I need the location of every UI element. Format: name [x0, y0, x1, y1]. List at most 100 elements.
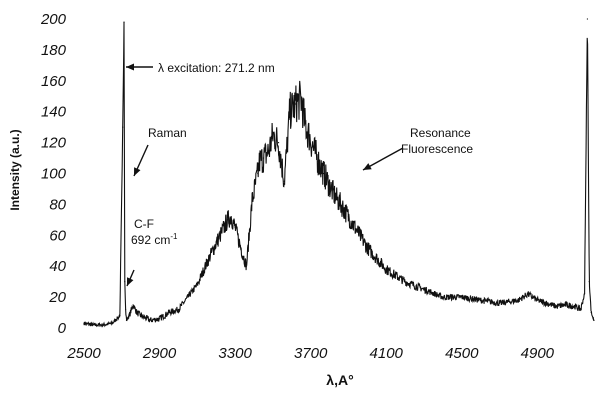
data-point [480, 299, 482, 301]
data-point [122, 126, 124, 128]
data-point [251, 200, 253, 202]
data-point [283, 180, 285, 182]
data-point [268, 149, 270, 151]
arrow-fluorescence [362, 147, 404, 171]
data-point [111, 322, 113, 324]
data-point [119, 315, 121, 317]
y-tick-label: 100 [41, 166, 67, 183]
data-point [124, 281, 126, 283]
data-point [221, 231, 223, 233]
annotation-resonance: Resonance [410, 126, 471, 140]
data-point [234, 226, 236, 229]
data-point [83, 322, 85, 324]
y-tick-label: 40 [49, 258, 66, 275]
trace-layer [83, 18, 595, 328]
y-tick-label: 180 [41, 42, 67, 59]
data-point [277, 142, 280, 144]
annotation-cf-wavenumber-sup: -1 [170, 232, 178, 241]
y-tick-label: 160 [41, 73, 67, 90]
data-point [177, 308, 180, 311]
data-point [347, 216, 350, 218]
data-point [555, 305, 557, 307]
data-point [517, 299, 520, 301]
x-tick-label: 4100 [370, 345, 404, 362]
data-point [317, 160, 319, 162]
data-point [527, 293, 529, 295]
data-point [311, 145, 314, 147]
data-point [140, 315, 142, 317]
x-tick-label: 4500 [445, 345, 479, 362]
data-point [272, 134, 274, 136]
data-point [328, 185, 331, 187]
data-point [262, 157, 265, 159]
annotation-arrows [126, 63, 404, 287]
tick-layer: 0 20 40 60 80 100 120 140 160 180 200 2500 2900 3300 3… [40, 11, 555, 362]
data-point [196, 284, 198, 286]
x-tick-label: 3300 [218, 345, 252, 362]
data-point [125, 319, 128, 321]
data-point [132, 304, 134, 306]
data-point [123, 21, 125, 23]
data-point [158, 318, 161, 320]
y-tick-label: 120 [41, 135, 67, 152]
annotation-excitation: λ excitation: 271.2 nm [158, 61, 275, 75]
data-point [586, 18, 588, 20]
x-tick-label: 2500 [66, 345, 101, 362]
data-point [385, 268, 387, 270]
x-tick-label: 3700 [294, 345, 328, 362]
annotation-cf-wavenumber: 692 cm-1 [131, 232, 178, 247]
data-point [442, 296, 444, 298]
data-point [536, 299, 538, 301]
data-point [187, 296, 189, 298]
data-point [580, 308, 582, 311]
data-point [230, 216, 232, 218]
annotation-cf-wavenumber-text: 692 cm [131, 233, 170, 247]
x-axis-title: λ,A° [326, 372, 353, 388]
y-tick-label: 80 [49, 196, 66, 213]
data-point [366, 247, 368, 249]
data-point [206, 262, 208, 264]
data-point [304, 123, 306, 125]
y-tick-label: 20 [48, 289, 66, 306]
data-point [149, 319, 151, 321]
y-tick-label: 0 [58, 320, 67, 337]
y-tick-label: 200 [40, 11, 67, 28]
data-point [308, 134, 310, 136]
annotation-cf: C-F [134, 217, 154, 231]
y-axis-title: Intensity (a.u.) [8, 129, 22, 210]
data-point [259, 160, 261, 162]
data-point [565, 304, 567, 306]
data-point [92, 324, 95, 326]
data-point [168, 311, 170, 314]
data-point [245, 265, 248, 267]
data-point [461, 296, 463, 298]
data-point [294, 103, 297, 105]
annotation-fluorescence: Fluorescence [401, 142, 473, 156]
data-point [357, 231, 359, 233]
x-tick-label: 4900 [521, 345, 555, 362]
arrow-raman [133, 144, 149, 177]
data-point [546, 302, 548, 304]
data-point [136, 311, 138, 314]
data-point [215, 242, 217, 244]
data-point [498, 302, 501, 304]
data-point [323, 172, 325, 175]
data-point [257, 172, 259, 175]
y-tick-label: 140 [41, 104, 67, 121]
data-point [226, 219, 229, 221]
annotation-raman: Raman [148, 126, 187, 140]
data-point [334, 196, 336, 198]
data-point [128, 315, 130, 317]
x-tick-label: 2900 [142, 345, 177, 362]
data-point [590, 311, 592, 314]
data-point [340, 203, 342, 205]
data-point [404, 281, 406, 283]
data-point [289, 111, 291, 113]
data-point [593, 319, 595, 321]
data-point [300, 98, 302, 100]
data-point [124, 308, 127, 311]
y-tick-label: 60 [49, 227, 66, 244]
data-point [423, 288, 425, 290]
